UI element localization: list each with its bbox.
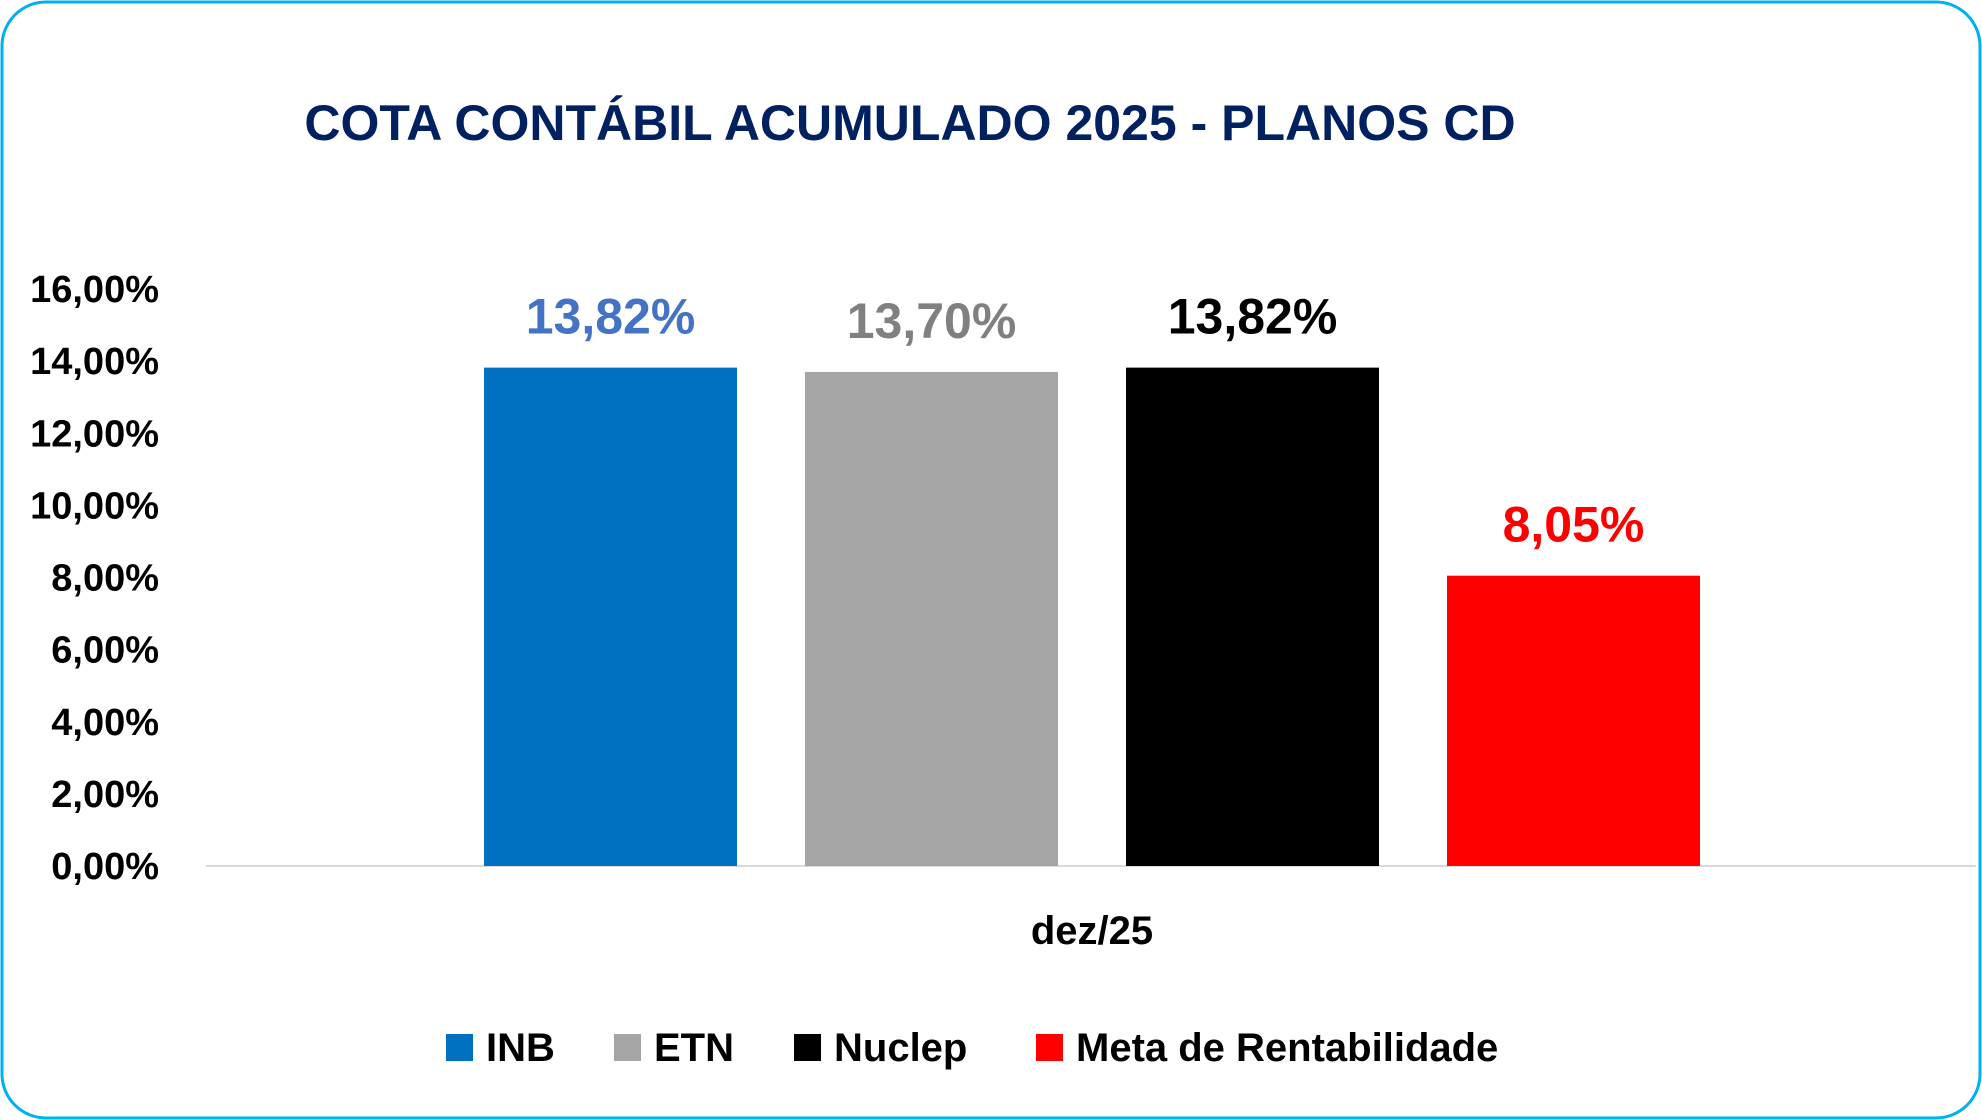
bar-nuclep xyxy=(1126,367,1379,866)
data-label: 13,70% xyxy=(847,293,1017,349)
y-tick-label: 8,00% xyxy=(51,558,159,600)
legend-label: INB xyxy=(486,1026,555,1070)
chart-title: COTA CONTÁBIL ACUMULADO 2025 - PLANOS CD xyxy=(304,95,1515,151)
legend-swatch xyxy=(614,1034,641,1061)
y-tick-label: 2,00% xyxy=(51,774,159,816)
data-label: 8,05% xyxy=(1503,497,1645,553)
legend-label: Meta de Rentabilidade xyxy=(1076,1026,1498,1070)
legend-swatch xyxy=(794,1034,821,1061)
y-tick-label: 14,00% xyxy=(30,341,159,383)
legend-label: Nuclep xyxy=(834,1026,967,1070)
y-tick-label: 6,00% xyxy=(51,630,159,672)
bar-etn xyxy=(805,371,1058,866)
y-tick-label: 16,00% xyxy=(30,269,159,311)
y-tick-label: 10,00% xyxy=(30,485,159,527)
legend-label: ETN xyxy=(654,1026,734,1070)
data-label: 13,82% xyxy=(526,289,696,345)
x-category-label: dez/25 xyxy=(1031,909,1153,953)
bar-meta-de-rentabilidade xyxy=(1447,575,1700,866)
legend-swatch xyxy=(446,1034,473,1061)
y-tick-label: 0,00% xyxy=(51,846,159,888)
legend-swatch xyxy=(1036,1034,1063,1061)
bar-inb xyxy=(484,367,737,866)
y-tick-label: 4,00% xyxy=(51,702,159,744)
data-label: 13,82% xyxy=(1168,289,1338,345)
y-tick-label: 12,00% xyxy=(30,413,159,455)
